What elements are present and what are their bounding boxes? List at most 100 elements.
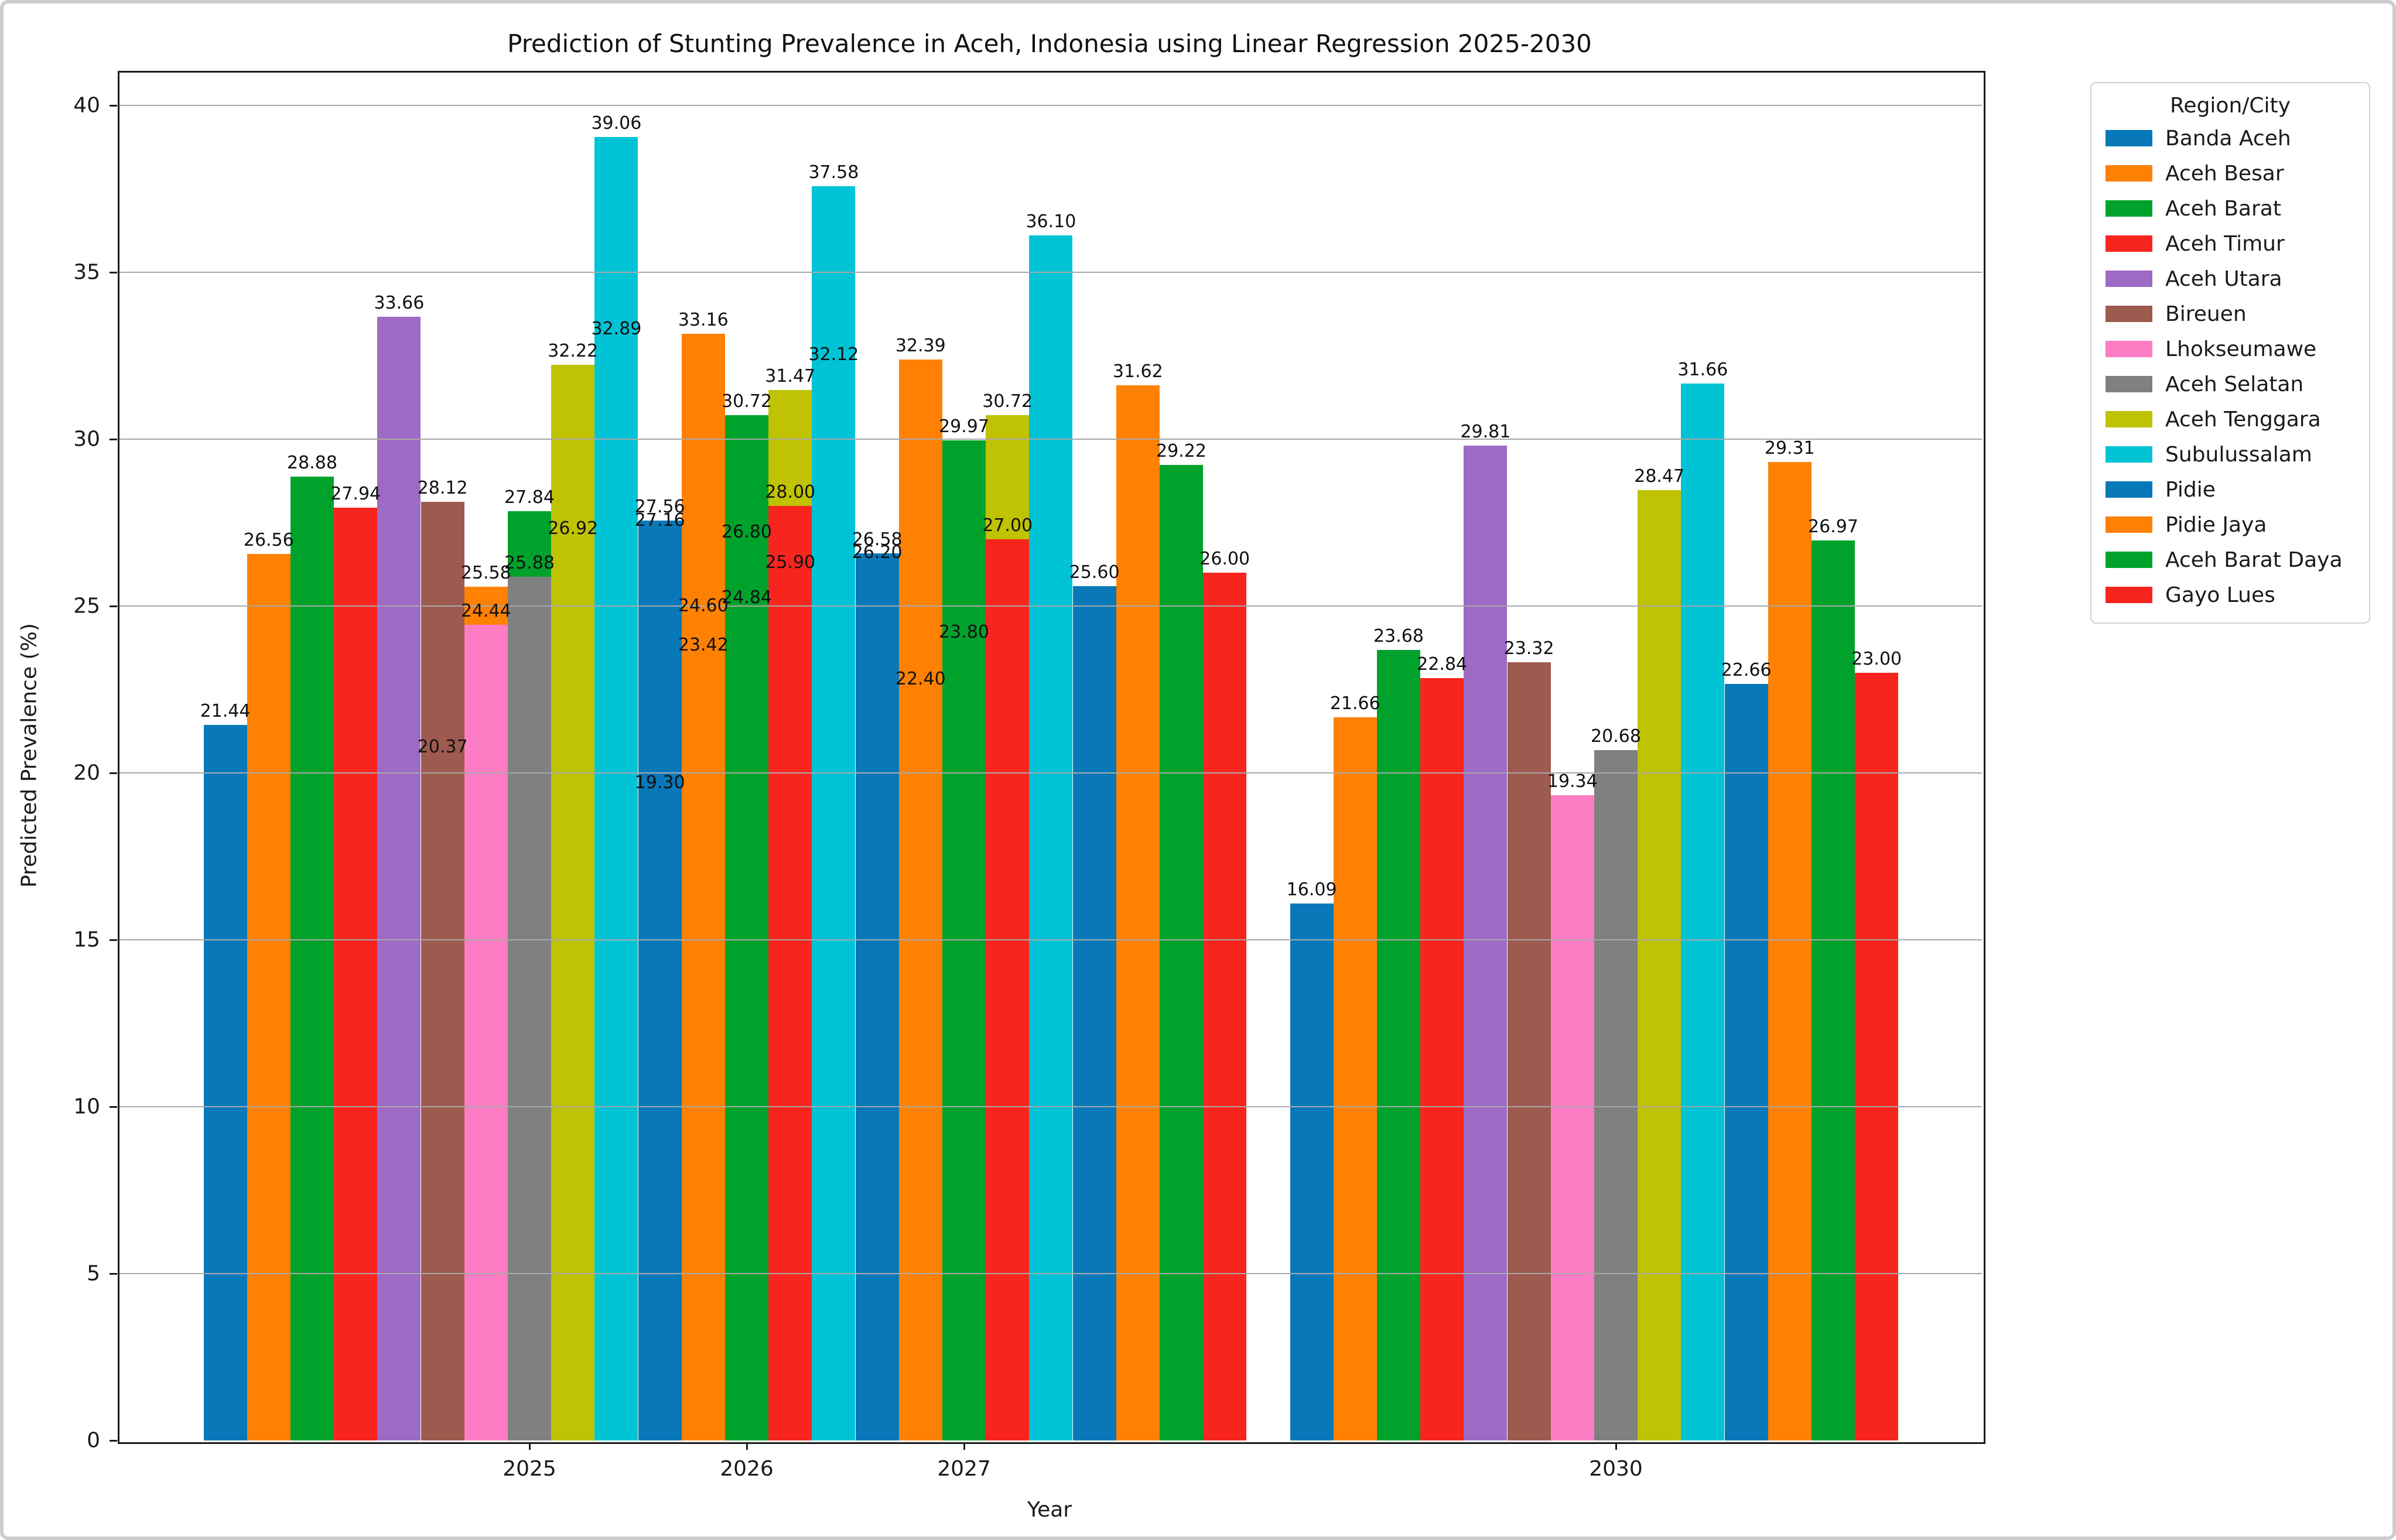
bar-value-label: 26.92 [548,518,599,539]
x-tick-mark [746,1442,748,1450]
y-tick-label: 15 [73,928,100,952]
bar-aceh-utara-2030 [1464,446,1507,1440]
bar-pidie-2026 [856,553,899,1440]
legend-label: Aceh Besar [2165,161,2284,186]
legend-swatch-icon [2106,516,2152,533]
y-tick-mark [110,772,117,774]
bar-subulussalam-2030 [1681,384,1724,1440]
legend-item-subulussalam: Subulussalam [2091,437,2369,472]
bar-value-label: 23.00 [1851,649,1902,669]
legend-item-aceh-barat: Aceh Barat [2091,191,2369,226]
bar-value-label: 29.97 [939,416,989,437]
legend-item-gayo-lues: Gayo Lues [2091,577,2369,612]
legend-label: Lhokseumawe [2165,337,2317,361]
legend-label: Pidie [2165,477,2216,502]
legend: Region/City Banda Aceh Aceh Besar Aceh Bar… [2090,82,2370,624]
bar-value-label: 28.00 [765,482,816,502]
bar-value-label: 26.80 [722,522,772,542]
legend-swatch-icon [2106,235,2152,252]
bar-value-label: 25.60 [1069,562,1120,583]
x-tick-label: 2030 [1589,1457,1643,1481]
legend-title: Region/City [2170,94,2291,118]
bar-aceh-barat-daya-2026 [942,440,986,1440]
bar-value-label: 23.32 [1503,638,1554,659]
legend-item-pidie: Pidie [2091,472,2369,507]
legend-item-aceh-tenggara: Aceh Tenggara [2091,402,2369,437]
legend-swatch-icon [2106,341,2152,357]
legend-label: Pidie Jaya [2165,512,2267,537]
bar-aceh-besar-2025 [247,554,290,1440]
legend-label: Aceh Utara [2165,266,2282,291]
gridline-y5 [118,1273,1982,1274]
legend-item-aceh-selatan: Aceh Selatan [2091,367,2369,402]
y-tick-mark [110,105,117,107]
y-tick-label: 25 [73,594,100,618]
bar-subulussalam-2027 [1029,235,1072,1440]
bar-value-label: 32.39 [895,336,946,356]
bar-aceh-barat-2030 [1377,650,1420,1440]
y-tick-label: 40 [73,93,100,118]
y-tick-mark [110,605,117,607]
bar-aceh-barat-daya-2025 [725,415,768,1440]
bar-pidie-jaya-2030 [1768,462,1811,1440]
legend-label: Subulussalam [2165,442,2312,467]
bar-bireuen-2030 [1508,662,1551,1440]
gridline-y20 [118,772,1982,774]
bar-value-label: 32.22 [548,341,599,361]
bar-banda-aceh-2030 [1290,904,1334,1440]
bar-value-label: 37.58 [808,162,859,183]
bar-value-label: 27.16 [634,510,685,531]
legend-swatch-icon [2106,411,2152,427]
bar-pidie-jaya-2027 [1116,385,1160,1440]
legend-swatch-icon [2106,552,2152,568]
bar-value-label: 30.72 [982,391,1033,412]
bar-aceh-besar-2030 [1334,717,1377,1440]
legend-swatch-icon [2106,130,2152,146]
bar-value-label: 21.66 [1329,693,1380,714]
bar-pidie-jaya-2026 [899,360,942,1440]
y-tick-label: 10 [73,1094,100,1119]
legend-swatch-icon [2106,446,2152,463]
bar-value-label: 29.22 [1156,441,1206,461]
gridline-y35 [118,272,1982,273]
bar-banda-aceh-2025 [204,725,247,1440]
bar-value-label: 24.60 [678,596,729,616]
legend-label: Aceh Barat Daya [2165,547,2343,572]
bar-value-label: 26.20 [852,542,903,563]
bar-subulussalam-2026 [812,186,855,1440]
bar-value-label: 33.16 [678,310,729,330]
x-tick-mark [1615,1442,1617,1450]
bar-aceh-barat-daya-2030 [1811,540,1855,1440]
legend-item-aceh-timur: Aceh Timur [2091,226,2369,261]
x-tick-label: 2026 [720,1457,774,1481]
x-tick-mark [963,1442,965,1450]
bar-value-label: 27.56 [634,497,685,517]
legend-label: Aceh Timur [2165,231,2285,256]
bar-value-label: 23.68 [1373,626,1424,646]
legend-swatch-icon [2106,481,2152,498]
bar-aceh-selatan-2025 [508,577,551,1440]
y-tick-mark [110,1106,117,1108]
x-axis-title: Year [1027,1498,1072,1522]
y-tick-label: 30 [73,427,100,451]
bar-aceh-tenggara-2030 [1638,490,1681,1440]
y-tick-mark [110,272,117,273]
bar-value-label: 25.88 [504,553,555,573]
legend-item-aceh-utara: Aceh Utara [2091,261,2369,296]
x-tick-mark [529,1442,531,1450]
bar-value-label: 27.84 [504,487,555,508]
bar-lhokseumawe-2030 [1551,795,1594,1440]
chart-title: Prediction of Stunting Prevalence in Ace… [507,29,1592,58]
bar-value-label: 39.06 [591,113,642,134]
legend-label: Banda Aceh [2165,126,2291,150]
bar-value-label: 22.40 [895,669,946,689]
bar-aceh-timur-2025 [334,508,377,1440]
bar-value-label: 36.10 [1026,211,1076,232]
bar-value-label: 26.97 [1808,516,1858,537]
bar-value-label: 24.84 [722,587,772,608]
bar-value-label: 27.94 [330,484,381,504]
legend-label: Bireuen [2165,302,2247,326]
legend-swatch-icon [2106,376,2152,392]
bar-value-label: 24.44 [460,601,511,621]
